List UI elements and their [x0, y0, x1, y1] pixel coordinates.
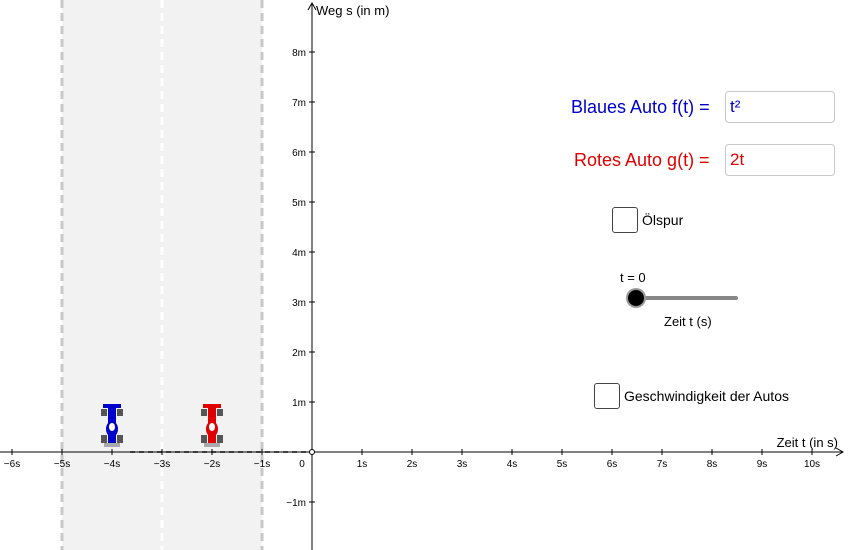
x-tick-label: −6s: [4, 459, 20, 470]
x-tick-label: 4s: [507, 459, 518, 470]
slider-caption: Zeit t (s): [664, 314, 712, 329]
x-tick-label: 2s: [407, 459, 418, 470]
y-tick-label: 2m: [292, 348, 306, 359]
blue-function-label: Blaues Auto f(t) =: [571, 97, 710, 117]
y-tick-label: 7m: [292, 98, 306, 109]
x-axis-arrow: [835, 447, 845, 457]
oil-trace-label: Ölspur: [642, 212, 684, 228]
y-tick-label: 4m: [292, 248, 306, 259]
speed-label: Geschwindigkeit der Autos: [624, 388, 789, 404]
slider-value-text: t = 0: [620, 270, 646, 285]
x-axis-label: Zeit t (in s): [777, 435, 838, 450]
x-tick-label: 1s: [357, 459, 368, 470]
x-tick-label: 6s: [607, 459, 618, 470]
red-function-input[interactable]: 2t: [725, 144, 835, 176]
y-axis-arrow: [307, 1, 317, 11]
blue-car[interactable]: [101, 404, 123, 447]
x-tick-label: 10s: [804, 459, 820, 470]
y-tick-label: 6m: [292, 148, 306, 159]
time-slider-knob[interactable]: [628, 290, 644, 306]
y-tick-label: 8m: [292, 48, 306, 59]
time-slider-track[interactable]: [636, 296, 738, 300]
red-car[interactable]: [201, 404, 223, 447]
x-tick-label: −2s: [204, 459, 220, 470]
x-tick-label: 9s: [757, 459, 768, 470]
y-tick-label: 3m: [292, 298, 306, 309]
x-tick-label: −4s: [104, 459, 120, 470]
oil-trace-checkbox[interactable]: [612, 207, 638, 233]
y-tick-label: 1m: [292, 398, 306, 409]
x-tick-label: 8s: [707, 459, 718, 470]
x-tick-label: −3s: [154, 459, 170, 470]
origin-point[interactable]: [309, 449, 315, 455]
x-tick-label: −5s: [54, 459, 70, 470]
y-tick-label: −1m: [286, 498, 306, 509]
speed-checkbox[interactable]: [594, 383, 620, 409]
red-function-label: Rotes Auto g(t) =: [574, 150, 710, 170]
x-tick-label: 3s: [457, 459, 468, 470]
x-tick-label: 5s: [557, 459, 568, 470]
x-tick-label: 7s: [657, 459, 668, 470]
x-tick-label: 0: [299, 459, 305, 470]
y-axis-label: Weg s (in m): [316, 3, 389, 18]
y-tick-label: 5m: [292, 198, 306, 209]
x-tick-label: −1s: [254, 459, 270, 470]
blue-function-input[interactable]: t²: [725, 91, 835, 123]
